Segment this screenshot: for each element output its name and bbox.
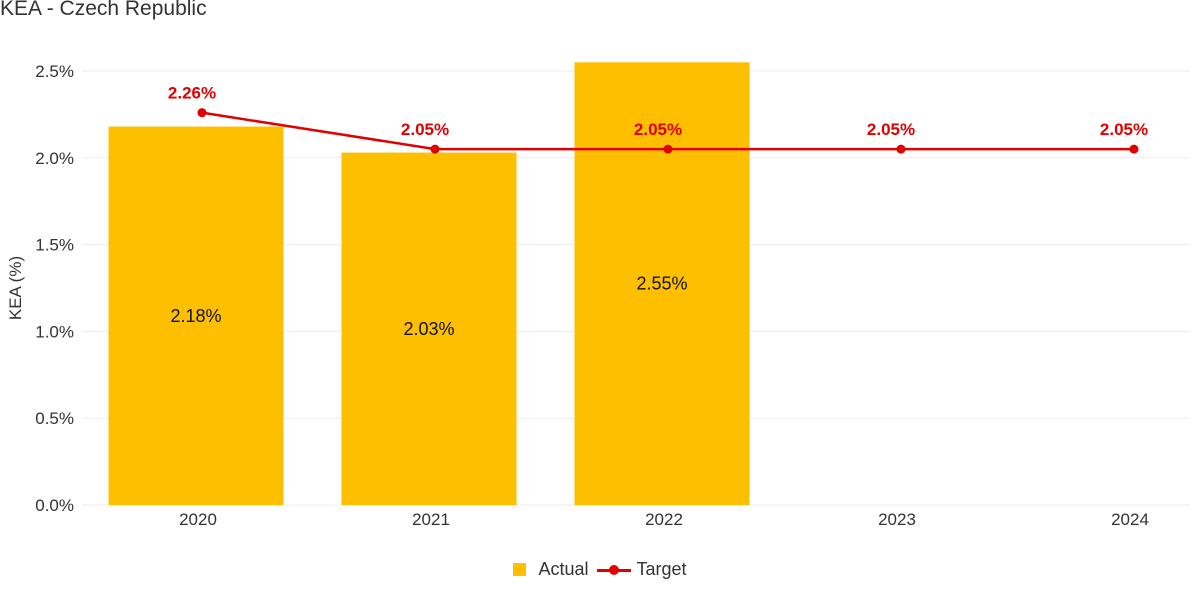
legend-label-actual: Actual — [538, 559, 589, 579]
legend-item-actual[interactable]: Actual — [513, 559, 589, 580]
x-axis-ticks: 2020 2021 2022 2023 2024 — [179, 510, 1149, 529]
y-tick-label: 1.5% — [35, 236, 74, 255]
target-point — [1129, 144, 1139, 154]
bar-actual — [574, 62, 750, 505]
chart-title: KEA - Czech Republic — [0, 0, 207, 20]
y-tick-label: 0.0% — [35, 496, 74, 515]
target-point — [197, 108, 207, 118]
legend-swatch-actual — [513, 563, 527, 576]
x-tick-label: 2022 — [645, 510, 683, 529]
target-point — [663, 144, 673, 154]
y-tick-label: 1.0% — [35, 322, 74, 341]
target-data-label: 2.05% — [401, 120, 449, 139]
legend-swatch-target — [596, 563, 631, 577]
target-point — [896, 144, 906, 154]
y-tick-label: 2.0% — [35, 149, 74, 168]
legend-item-target[interactable]: Target — [596, 559, 687, 580]
target-data-label: 2.05% — [634, 120, 682, 139]
target-point — [430, 144, 440, 154]
target-data-label: 2.05% — [1100, 120, 1148, 139]
y-axis-ticks: 0.0% 0.5% 1.0% 1.5% 2.0% 2.5% — [35, 62, 74, 515]
x-tick-label: 2020 — [179, 510, 217, 529]
x-tick-label: 2023 — [878, 510, 916, 529]
target-data-label: 2.26% — [168, 84, 216, 103]
bar-actual — [108, 126, 284, 505]
y-tick-label: 2.5% — [35, 62, 74, 81]
bars-actual: 2.18% 2.03% 2.55% — [108, 62, 750, 506]
legend-label-target: Target — [636, 559, 687, 579]
legend: Actual Target — [0, 559, 1200, 580]
line-target: 2.26% 2.05% 2.05% 2.05% 2.05% — [168, 84, 1148, 154]
bar-actual — [341, 152, 517, 506]
bar-data-label: 2.18% — [170, 306, 221, 326]
bar-data-label: 2.03% — [403, 319, 454, 339]
bar-data-label: 2.55% — [636, 274, 687, 294]
x-tick-label: 2024 — [1111, 510, 1149, 529]
x-tick-label: 2021 — [412, 510, 450, 529]
target-data-label: 2.05% — [867, 120, 915, 139]
y-tick-label: 0.5% — [35, 409, 74, 428]
y-axis-label: KEA (%) — [6, 256, 25, 320]
